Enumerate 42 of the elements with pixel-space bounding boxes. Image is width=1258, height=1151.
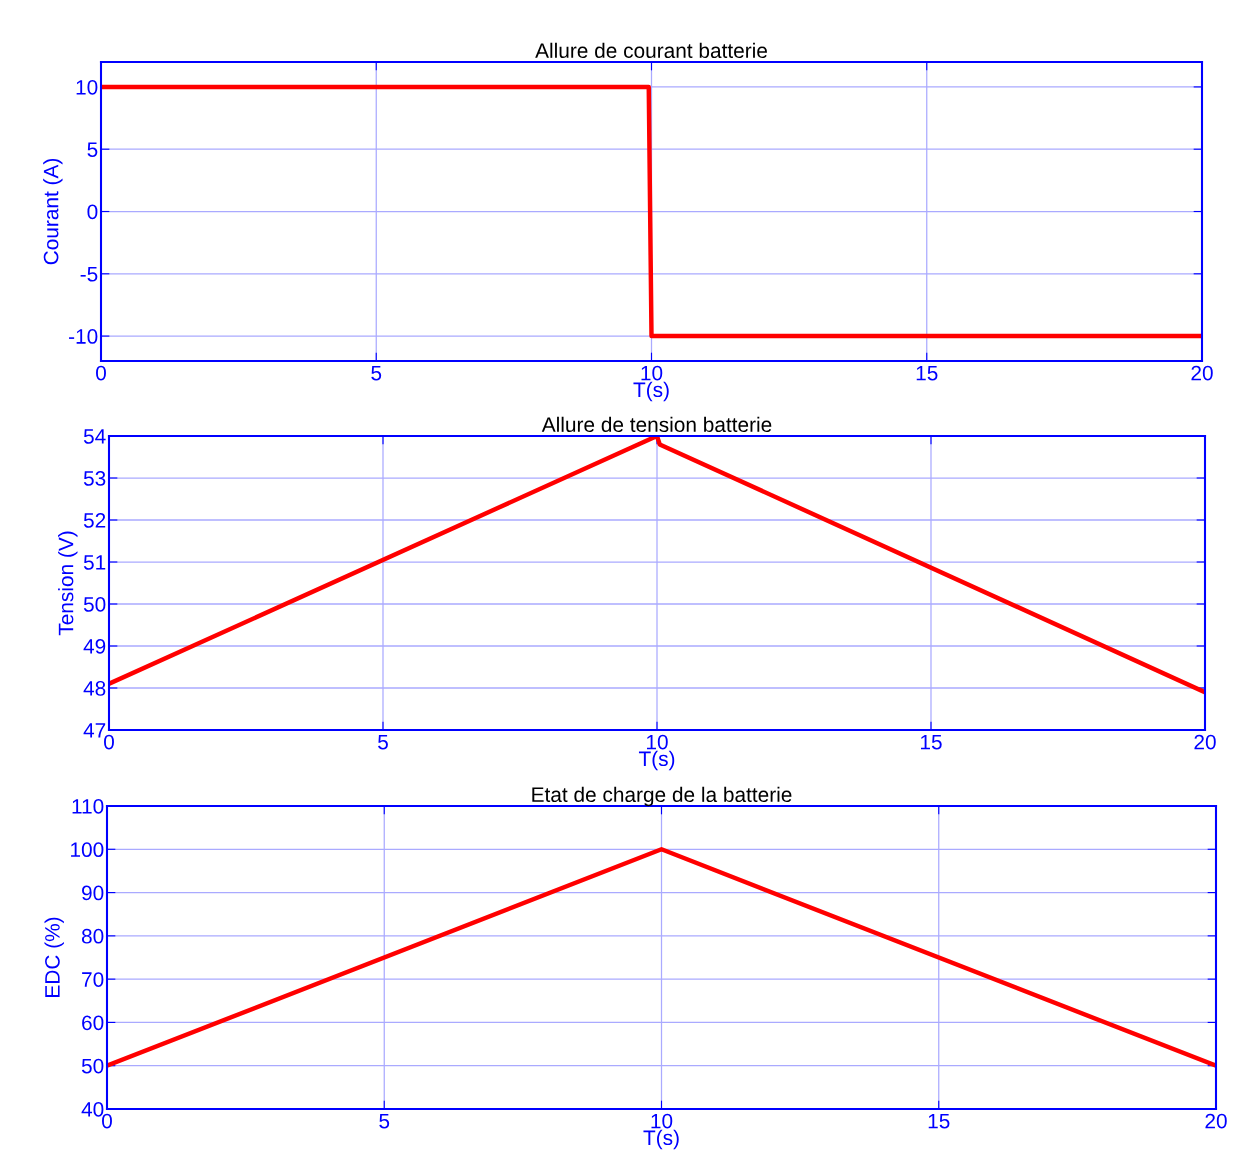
x-tick-label: 5 [379, 1113, 390, 1129]
chart-title: Allure de tension batterie [541, 416, 772, 433]
x-tick-label: 15 [921, 734, 942, 750]
y-tick-label: 80 [81, 928, 104, 944]
y-tick-label: 52 [83, 513, 106, 528]
y-tick-label: 53 [83, 471, 106, 486]
x-tick-label: 15 [916, 365, 938, 381]
y-axis-title: Tension (V) [58, 531, 78, 636]
x-tick-label: 5 [371, 365, 382, 381]
x-tick-label: 20 [1205, 1113, 1227, 1129]
y-tick-label: -10 [69, 329, 98, 344]
x-tick-label: 10 [647, 734, 668, 750]
y-tick-label: 51 [83, 555, 106, 570]
x-axis-title: T(s) [643, 1129, 679, 1150]
y-tick-label: 5 [87, 142, 98, 157]
x-tick-label: 5 [378, 734, 388, 750]
y-tick-label: 47 [83, 723, 106, 738]
y-tick-label: 0 [87, 204, 98, 220]
x-tick-label: 10 [641, 365, 663, 381]
y-tick-label: 49 [83, 639, 106, 654]
x-tick-label: 20 [1194, 734, 1216, 750]
y-tick-label: 40 [81, 1102, 104, 1117]
x-axis-title: T(s) [633, 381, 669, 402]
x-tick-label: 15 [928, 1113, 950, 1129]
y-tick-label: 60 [82, 1015, 104, 1031]
y-tick-label: 48 [83, 681, 106, 696]
x-tick-label: 20 [1191, 365, 1213, 381]
y-tick-label: 50 [83, 597, 106, 612]
y-tick-label: 110 [72, 799, 104, 814]
y-tick-label: 54 [83, 429, 106, 444]
y-tick-label: -5 [80, 267, 98, 282]
x-axis-title: T(s) [638, 750, 675, 771]
y-tick-label: 10 [76, 79, 98, 95]
y-axis-title: Courant (A) [43, 158, 63, 265]
y-axis-title: EDC (%) [44, 917, 64, 997]
chart-title: Etat de charge de la batterie [532, 786, 792, 807]
y-tick-label: 50 [81, 1058, 104, 1074]
y-tick-label: 90 [82, 885, 104, 901]
chart-title: Allure de courant batterie [535, 42, 767, 59]
y-tick-label: 70 [82, 972, 104, 987]
y-tick-label: 100 [71, 842, 104, 858]
x-tick-label: 10 [651, 1113, 673, 1129]
